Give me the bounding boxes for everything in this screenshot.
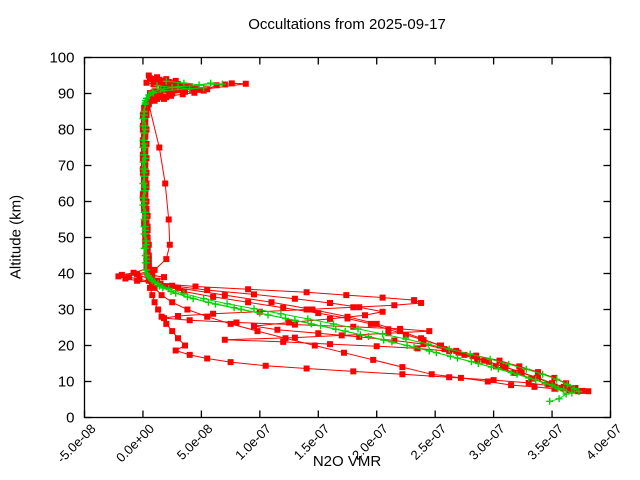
- x-tick-label: 1.0e-07: [232, 421, 274, 463]
- x-tick-label: 0.0e+00: [113, 421, 157, 465]
- x-axis-label: N2O VMR: [312, 453, 382, 470]
- chart-title: Occultations from 2025-09-17: [248, 16, 446, 33]
- occultation-profile-green-3-markers: [140, 82, 583, 396]
- occultation-profile-red-2-line: [143, 78, 574, 390]
- y-tick-label: 80: [58, 122, 75, 139]
- y-tick-label: 50: [58, 230, 75, 247]
- x-tick-label: 5.0e-08: [174, 421, 216, 463]
- x-tick-label: 3.0e-07: [466, 421, 508, 463]
- y-tick-label: 100: [49, 50, 74, 67]
- occultation-profile-red-5-line: [142, 82, 578, 392]
- y-tick-label: 20: [58, 338, 75, 355]
- y-tick-label: 40: [58, 266, 75, 283]
- y-tick-label: 10: [58, 374, 75, 391]
- y-tick-label: 60: [58, 194, 75, 211]
- occultation-profile-green-1-line: [142, 80, 568, 402]
- y-tick-label: 70: [58, 158, 75, 175]
- plot-border: [83, 56, 612, 419]
- x-tick-label: 2.0e-07: [349, 421, 391, 463]
- occultation-profile-red-4-line: [121, 77, 573, 391]
- x-tick-label: 3.5e-07: [524, 421, 566, 463]
- occultation-profile-red-6-markers: [134, 80, 578, 394]
- occultation-profile-green-2-markers: [140, 100, 576, 397]
- x-tick-label: 4.0e-07: [583, 421, 625, 463]
- x-tick-label: 2.5e-07: [408, 421, 450, 463]
- x-tick-label: 1.5e-07: [291, 421, 333, 463]
- occultation-profile-red-6-line: [135, 82, 575, 391]
- x-tick-label: -5.0e-08: [54, 421, 99, 466]
- occultation-profile-red-1-line: [142, 75, 589, 392]
- y-tick-label: 30: [58, 302, 75, 319]
- y-tick-label: 90: [58, 86, 75, 103]
- y-tick-label: 0: [66, 410, 74, 427]
- occultation-profile-green-2-line: [143, 104, 573, 394]
- occultation-profile-red-5-markers: [139, 79, 581, 395]
